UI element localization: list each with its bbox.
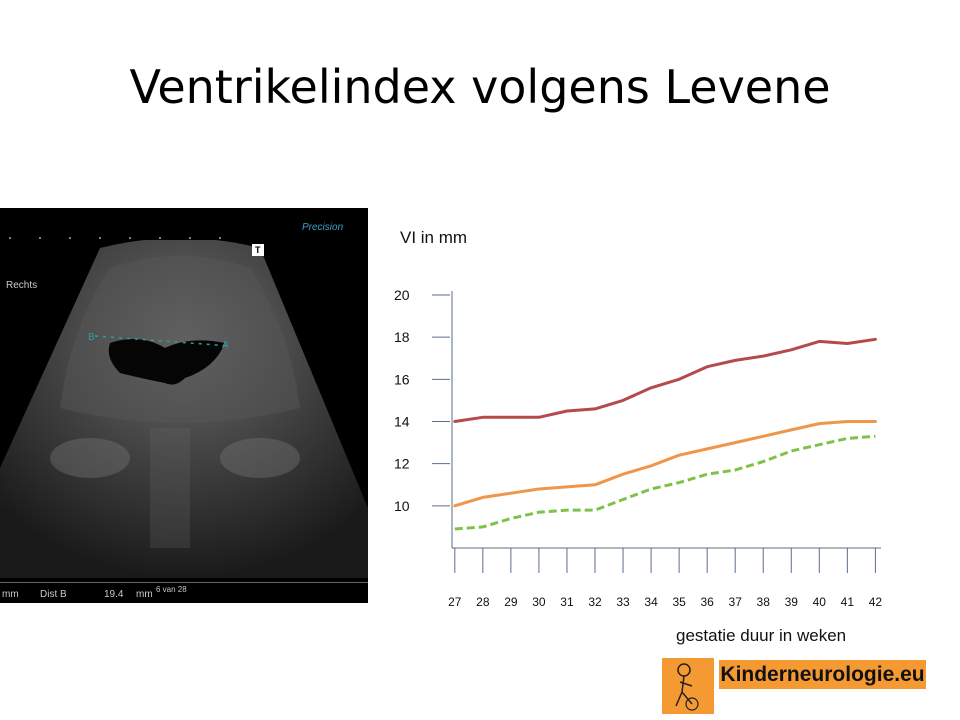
ultrasound-dist-label: Dist B	[40, 589, 67, 600]
x-tick-label: 41	[841, 595, 855, 609]
ultrasound-unit-left: mm	[2, 589, 19, 600]
x-tick-label: 27	[448, 595, 462, 609]
slide-title: Ventrikelindex volgens Levene	[129, 60, 831, 114]
series-line-0	[453, 337, 877, 423]
x-tick-label: 29	[504, 595, 518, 609]
ultrasound-marker-b: B	[88, 332, 95, 343]
ultrasound-marker-t: T	[255, 245, 261, 255]
x-tick-label: 36	[700, 595, 714, 609]
y-tick-label: 20	[394, 287, 410, 303]
x-tick-label: 38	[757, 595, 771, 609]
ultrasound-dist-unit: mm	[136, 589, 153, 600]
y-axis-label: VI in mm	[400, 228, 467, 247]
series-line-1	[453, 420, 877, 508]
x-tick-label: 34	[644, 595, 658, 609]
y-tick-label: 10	[394, 498, 410, 514]
ultrasound-image	[0, 208, 368, 603]
x-tick-label: 39	[785, 595, 799, 609]
ultrasound-dist-value: 19.4	[104, 589, 124, 600]
logo-icon	[662, 658, 714, 714]
y-tick-label: 12	[394, 456, 410, 472]
x-tick-label: 28	[476, 595, 490, 609]
chart-axes	[451, 291, 881, 549]
x-tick-label: 33	[616, 595, 630, 609]
y-tick-label: 18	[394, 329, 410, 345]
x-tick-label: 35	[672, 595, 686, 609]
x-tick-label: 40	[813, 595, 827, 609]
ultrasound-side-label: Rechts	[6, 280, 38, 291]
ventricle-index-chart: VI in mm gestatie duur in weken 27 28 29 30…	[380, 215, 900, 645]
x-tick-label: 30	[532, 595, 546, 609]
chart-svg: VI in mm gestatie duur in weken 27 28 29 30…	[394, 228, 882, 645]
x-tick-label: 42	[869, 595, 883, 609]
x-axis-label: gestatie duur in weken	[676, 626, 846, 645]
x-tick-label: 31	[560, 595, 574, 609]
series-line-2	[454, 434, 876, 531]
ultrasound-frame-counter: 6 van 28	[156, 585, 187, 594]
y-tick-label: 16	[394, 371, 410, 387]
ultrasound-marker-a: A	[222, 340, 229, 351]
x-tick-label: 37	[729, 595, 743, 609]
ultrasound-brand: Precision	[302, 222, 344, 233]
chart-ticks: 27 28 29 30 31 32 33 34 35 36 37 38 39 40 41 42 10 12 14 16…	[394, 287, 882, 609]
chart-series	[453, 337, 877, 531]
logo-text: Kinderneurologie.eu	[719, 660, 926, 689]
y-tick-label: 14	[394, 414, 410, 430]
x-tick-label: 32	[588, 595, 602, 609]
